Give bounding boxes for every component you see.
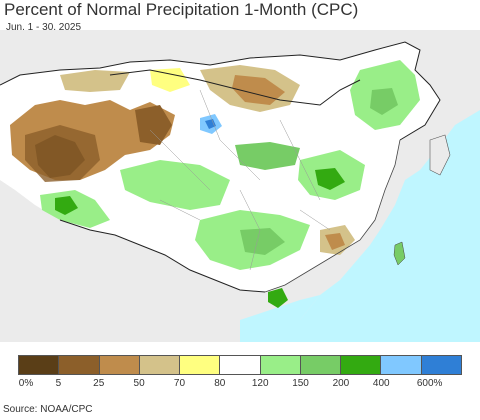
legend-swatch	[341, 356, 382, 374]
legend-swatch	[260, 356, 301, 374]
legend-tick-label: 5	[55, 378, 62, 389]
legend-swatch	[300, 356, 342, 374]
legend-tick-label: 600%	[416, 378, 443, 389]
legend-swatch	[139, 356, 181, 374]
coastline-east	[264, 139, 401, 293]
legend-tick-label: 120	[251, 378, 269, 389]
korea-peninsula	[429, 134, 451, 176]
province-lines	[149, 89, 331, 271]
wet-northeast-core	[370, 88, 398, 115]
south-border	[59, 219, 266, 293]
color-legend	[18, 355, 462, 375]
wet-hainan	[268, 288, 288, 308]
mongolia-border	[109, 69, 361, 106]
wet-center	[120, 160, 230, 210]
country-border	[0, 41, 441, 141]
precipitation-map	[0, 30, 480, 342]
dry-se-core	[325, 233, 345, 250]
legend-tick-label: 50	[133, 378, 145, 389]
very-wet-core	[205, 119, 216, 129]
legend-tick-label: 150	[292, 378, 309, 389]
date-range: Jun. 1 - 30, 2025	[6, 22, 82, 33]
yellow-patch	[150, 68, 190, 92]
wet-north-band	[235, 142, 300, 170]
legend-labels: 0% 5 25 50 70 80 120 150 200 400 600%	[0, 378, 480, 392]
legend-tick-label: 25	[93, 378, 105, 389]
legend-swatch	[421, 356, 461, 374]
legend-tick-label: 200	[332, 378, 350, 389]
legend-swatch	[220, 356, 261, 374]
wet-tibet-core	[55, 196, 78, 215]
legend-tick-label: 400	[372, 378, 390, 389]
wet-south-core	[240, 228, 285, 255]
taiwan-island	[393, 241, 406, 266]
legend-tick-label: 0%	[18, 378, 34, 389]
light-dry-nw	[60, 70, 130, 92]
legend-swatch	[59, 356, 100, 374]
legend-tick-label: 80	[214, 378, 226, 389]
legend-swatch	[381, 356, 422, 374]
page-title: Percent of Normal Precipitation 1-Month …	[4, 0, 359, 19]
south-sea	[240, 295, 320, 342]
legend-swatch	[180, 356, 221, 374]
legend-swatch	[19, 356, 60, 374]
legend-tick-label: 70	[173, 378, 186, 389]
legend-swatch	[99, 356, 140, 374]
wet-east-core	[315, 168, 345, 190]
dry-ring	[25, 125, 100, 182]
source-credit: Source: NOAA/CPC	[3, 404, 93, 415]
dry-patch-mid	[135, 105, 172, 145]
